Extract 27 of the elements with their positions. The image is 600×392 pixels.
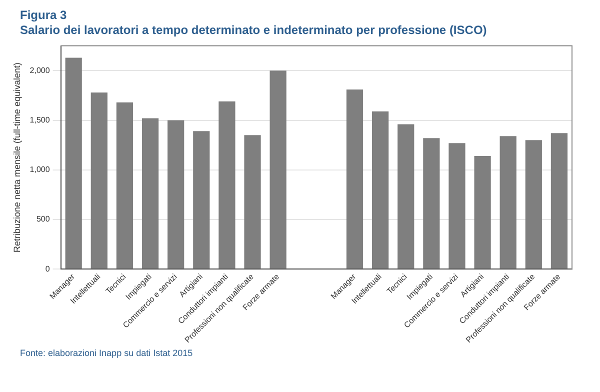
y-tick-label: 2,000	[30, 66, 50, 75]
bar	[448, 143, 466, 269]
bar	[65, 58, 82, 269]
bar	[550, 133, 568, 269]
bar	[500, 136, 516, 269]
bar	[423, 138, 440, 269]
y-tick-label: 500	[36, 214, 50, 224]
bar	[398, 124, 414, 269]
y-tick-label: 1,500	[30, 115, 50, 124]
y-axis-title: Retribuzione netta mensile (full-time equivalent)	[12, 62, 22, 253]
bar	[346, 89, 364, 269]
bar	[218, 101, 236, 269]
bar	[270, 70, 286, 269]
source-note: Fonte: elaborazioni Inapp su dati Istat 2015	[20, 348, 194, 358]
bar	[116, 102, 134, 269]
bar	[193, 131, 210, 269]
chart-subtitle: Salario dei lavoratori a tempo determinato e indeterminato per professione (ISCO)	[20, 23, 488, 38]
bar	[90, 92, 108, 269]
chart-title: Figura 3	[20, 8, 68, 23]
bar	[372, 111, 389, 269]
bar	[244, 135, 261, 269]
y-tick-label: 1,000	[30, 165, 50, 174]
bar	[474, 156, 491, 269]
bar	[142, 118, 159, 269]
y-tick-label: 0	[45, 264, 50, 274]
bar	[168, 120, 184, 269]
bar	[525, 140, 542, 269]
